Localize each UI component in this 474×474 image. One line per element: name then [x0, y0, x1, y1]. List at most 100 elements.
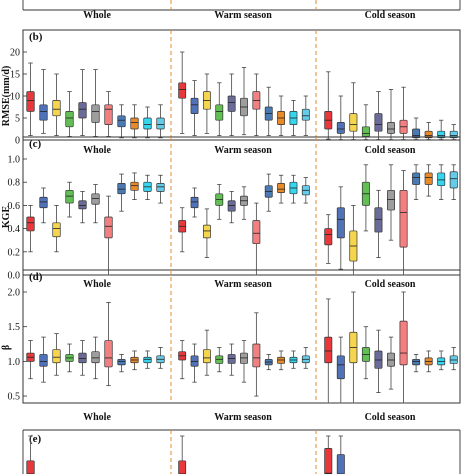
box-body: [78, 200, 87, 210]
box-body: [361, 126, 370, 137]
box-body: [374, 113, 383, 132]
box-body: [91, 193, 100, 205]
y-tick-label: 0: [15, 136, 20, 147]
group-label: Whole: [83, 279, 111, 290]
box-body: [336, 355, 345, 380]
y-tick-label: 20: [10, 48, 20, 59]
group-label: Cold season: [365, 10, 416, 21]
box-body: [104, 104, 113, 125]
box-body: [190, 97, 199, 114]
group-label: Warm season: [214, 145, 272, 156]
box-body: [117, 358, 126, 366]
box-body: [252, 343, 261, 368]
panel-label: (b): [29, 31, 43, 43]
box-body: [130, 117, 139, 130]
y-tick-label: 5: [15, 114, 20, 125]
y-axis-label: KGE: [1, 206, 12, 229]
y-tick-label: 1.0: [8, 357, 21, 368]
box-body: [215, 104, 224, 121]
box-body: [39, 104, 48, 121]
box-body: [104, 340, 113, 368]
y-tick-label: 1.0: [8, 155, 21, 166]
box-body: [277, 183, 286, 193]
box-body: [202, 224, 211, 239]
panel-frame: [22, 136, 461, 276]
group-label: Cold season: [365, 145, 416, 156]
group-label: Whole: [83, 10, 111, 21]
box-body: [387, 189, 395, 211]
box-body: [412, 172, 421, 185]
box-body: [65, 189, 74, 204]
box-body: [399, 189, 408, 248]
box-body: [324, 336, 333, 364]
box-body: [39, 354, 48, 367]
box-body: [39, 196, 48, 209]
y-tick-label: 2.0: [8, 288, 21, 299]
box-body: [349, 113, 358, 132]
box-body: [190, 196, 199, 209]
box-body: [227, 95, 236, 112]
box-body: [336, 122, 345, 134]
panel-label: (c): [29, 138, 42, 150]
box-body: [449, 130, 458, 139]
group-label: Warm season: [214, 412, 272, 423]
box-body: [26, 460, 35, 474]
y-tick-label: 10: [10, 92, 20, 103]
box-body: [130, 181, 139, 191]
y-tick-label: 0.4: [8, 224, 21, 235]
y-tick-label: 15: [10, 70, 20, 81]
box-body: [449, 171, 458, 189]
y-axis-label: β: [1, 345, 12, 350]
y-tick-label: 0.5: [8, 392, 21, 403]
box-body: [52, 222, 61, 238]
box-body: [143, 356, 152, 364]
box-body: [437, 130, 446, 139]
y-tick-label: 0.0: [8, 271, 21, 282]
box-body: [387, 122, 395, 134]
y-axis-label: RMSE(mm/d): [1, 66, 12, 127]
box-body: [437, 172, 446, 187]
box-body: [399, 320, 408, 366]
group-label: Warm season: [214, 10, 272, 21]
box-body: [143, 117, 152, 130]
y-tick-label: 0.8: [8, 178, 21, 189]
group-label: Cold season: [365, 412, 416, 423]
box-body: [324, 228, 333, 246]
y-tick-label: 1.5: [8, 322, 21, 333]
group-label: Cold season: [365, 279, 416, 290]
group-label: Whole: [83, 145, 111, 156]
box-body: [336, 454, 345, 474]
box-body: [26, 216, 35, 232]
box-body: [178, 82, 187, 99]
box-body: [91, 104, 100, 123]
box-body: [178, 460, 187, 474]
box-body: [424, 172, 433, 185]
box-body: [26, 91, 35, 112]
box-body: [104, 216, 113, 239]
panel-frame: [22, 269, 461, 404]
box-body: [252, 220, 261, 245]
group-label: Whole: [83, 412, 111, 423]
box-body: [52, 100, 61, 117]
box-body: [91, 351, 100, 364]
box-body: [52, 349, 61, 364]
box-body: [156, 117, 165, 130]
box-body: [424, 130, 433, 139]
box-body: [324, 448, 333, 474]
box-body: [301, 108, 310, 121]
box-body: [117, 183, 126, 195]
box-body: [78, 352, 87, 364]
box-body: [202, 349, 211, 364]
box-body: [336, 207, 345, 239]
y-tick-label: 0.6: [8, 201, 21, 212]
box-body: [156, 183, 165, 192]
box-body: [374, 207, 383, 233]
box-body: [227, 200, 236, 212]
y-tick-label: 0.2: [8, 247, 21, 258]
group-label: Warm season: [214, 279, 272, 290]
box-body: [412, 128, 421, 139]
box-body: [78, 102, 87, 119]
box-body: [117, 115, 126, 128]
box-body: [412, 358, 421, 366]
